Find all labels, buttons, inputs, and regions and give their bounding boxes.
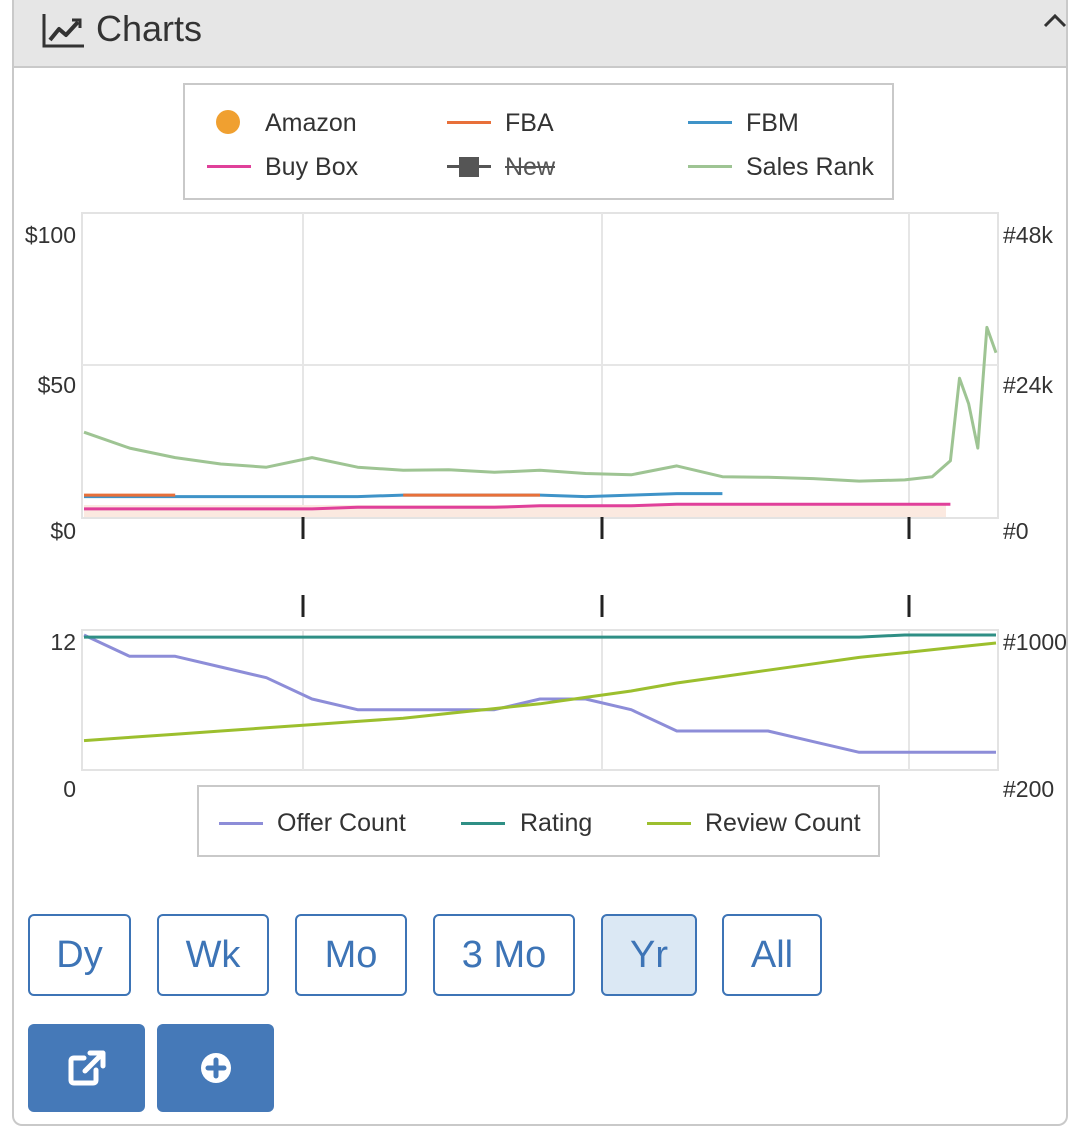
rank-y-tick-48k: #48k bbox=[1003, 222, 1053, 248]
offer-y-tick-12: 12 bbox=[50, 629, 76, 655]
review-count-line-icon bbox=[647, 822, 691, 825]
rank-y-tick-24k: #24k bbox=[1003, 372, 1053, 398]
range-3-month-button[interactable]: 3 Mo bbox=[433, 914, 575, 996]
fba-line-icon bbox=[447, 121, 491, 124]
amazon-dot-icon bbox=[216, 110, 240, 134]
legend-fbm[interactable]: FBM bbox=[746, 109, 799, 137]
rating-line-icon bbox=[461, 822, 505, 825]
price-y-tick-50: $50 bbox=[38, 372, 76, 398]
panel-title: Charts bbox=[96, 8, 203, 49]
buy-box-series-line bbox=[84, 502, 951, 511]
legend-offer-count[interactable]: Offer Count bbox=[277, 809, 406, 837]
price-legend: Amazon FBA FBM Buy Box New Sales Rank bbox=[183, 83, 894, 200]
range-year-button[interactable]: Yr bbox=[601, 914, 697, 996]
legend-rating[interactable]: Rating bbox=[520, 809, 593, 837]
chevron-up-icon[interactable] bbox=[1040, 8, 1070, 34]
range-month-button[interactable]: Mo bbox=[295, 914, 407, 996]
offer-legend: Offer Count Rating Review Count bbox=[197, 785, 880, 857]
offer-count-line-icon bbox=[219, 822, 263, 825]
review-y-tick-1000: #1000 bbox=[1003, 629, 1067, 655]
plus-circle-icon bbox=[200, 1053, 231, 1083]
offer-count-series-line bbox=[83, 633, 996, 754]
new-square-line-icon bbox=[447, 157, 491, 177]
rank-y-tick-0: #0 bbox=[1003, 518, 1029, 544]
review-count-series-line bbox=[83, 641, 997, 743]
legend-fba[interactable]: FBA bbox=[505, 109, 554, 137]
price-y-tick-100: $100 bbox=[25, 222, 76, 248]
rating-series-line bbox=[84, 633, 996, 639]
legend-buy-box[interactable]: Buy Box bbox=[265, 153, 359, 181]
panel-header[interactable]: Charts bbox=[12, 0, 1068, 68]
range-week-button[interactable]: Wk bbox=[157, 914, 269, 996]
price-chart[interactable]: $100 $50 $0 #48k #24k #0 bbox=[0, 205, 1080, 570]
review-y-tick-200: #200 bbox=[1003, 776, 1054, 802]
buy-box-line-icon bbox=[207, 165, 251, 168]
legend-amazon[interactable]: Amazon bbox=[265, 109, 357, 137]
add-button[interactable] bbox=[157, 1024, 274, 1112]
offer-chart[interactable]: 12 0 #1000 #200 bbox=[0, 595, 1080, 805]
sales-rank-line-icon bbox=[688, 165, 732, 168]
line-chart-icon bbox=[42, 14, 84, 48]
price-y-tick-0: $0 bbox=[50, 518, 76, 544]
range-day-button[interactable]: Dy bbox=[28, 914, 131, 996]
sales-rank-series-line bbox=[83, 325, 998, 483]
legend-new[interactable]: New bbox=[505, 153, 556, 181]
legend-review-count[interactable]: Review Count bbox=[705, 809, 861, 837]
fbm-line-icon bbox=[688, 121, 732, 124]
open-chart-button[interactable] bbox=[28, 1024, 145, 1112]
range-all-button[interactable]: All bbox=[722, 914, 822, 996]
external-link-icon bbox=[68, 1050, 105, 1086]
legend-sales-rank[interactable]: Sales Rank bbox=[746, 153, 874, 181]
offer-y-tick-0: 0 bbox=[63, 776, 76, 802]
